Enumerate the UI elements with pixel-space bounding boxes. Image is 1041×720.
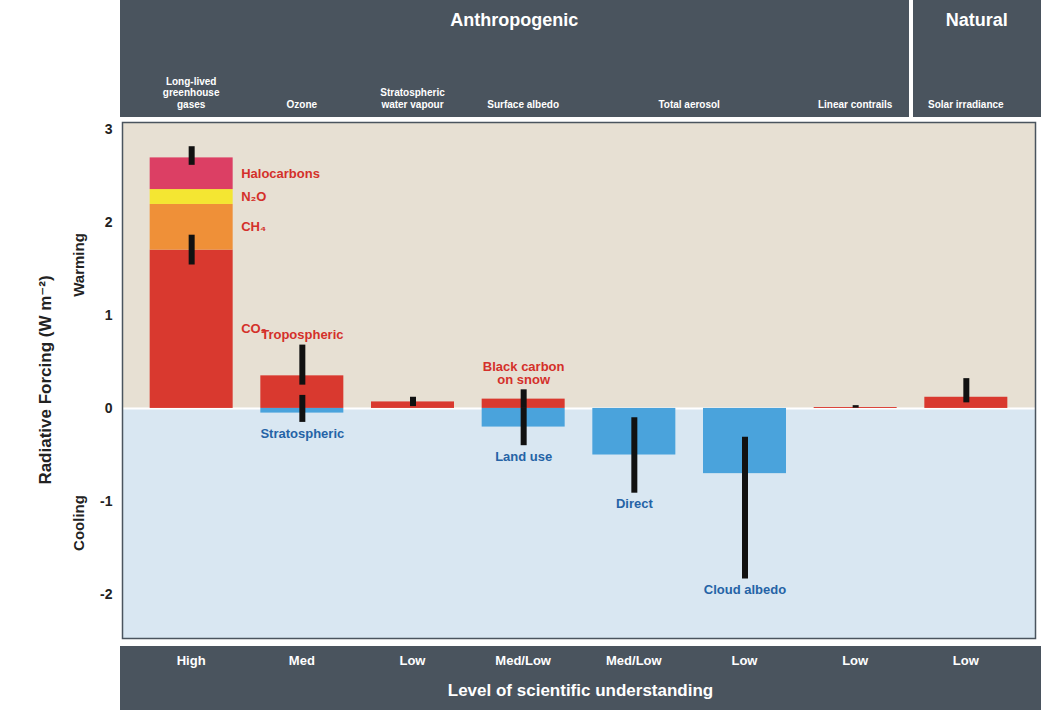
- svg-text:0: 0: [105, 400, 113, 416]
- svg-text:3: 3: [105, 120, 113, 136]
- svg-text:N₂O: N₂O: [241, 189, 266, 204]
- svg-text:CO₂: CO₂: [241, 321, 267, 337]
- html-text:Med/Low: Med/Low: [606, 653, 662, 668]
- html-text:Anthropogenic: Anthropogenic: [450, 10, 579, 30]
- html-text:Long-lived greenhouse gases: Long-lived greenhouse gases: [162, 75, 220, 110]
- html-text:Ozone: Ozone: [286, 98, 318, 110]
- svg-text:Halocarbons: Halocarbons: [241, 166, 320, 181]
- html-text:Natural: Natural: [945, 10, 1008, 30]
- svg-text:-2: -2: [100, 586, 113, 602]
- html-text:Low: Low: [952, 653, 979, 668]
- svg-text:Direct: Direct: [616, 496, 654, 511]
- html-text:Surface albedo: Surface albedo: [487, 98, 559, 110]
- html-text:Low: Low: [842, 653, 869, 668]
- html-text:Stratospheric water vapour: Stratospheric water vapour: [380, 87, 445, 110]
- svg-text:Black carbonon snow: Black carbonon snow: [483, 359, 565, 387]
- html-text:Solar irradiance: Solar irradiance: [928, 98, 1004, 110]
- html-text:Total aerosol: Total aerosol: [658, 98, 720, 110]
- html-text:Cooling: Cooling: [69, 495, 87, 551]
- html-text:Radiative Forcing (W m⁻²): Radiative Forcing (W m⁻²): [35, 275, 55, 485]
- svg-text:Tropospheric: Tropospheric: [261, 327, 343, 342]
- svg-text:Land use: Land use: [495, 449, 552, 464]
- svg-text:Cloud albedo: Cloud albedo: [704, 582, 786, 597]
- html-text:Level of scientific understand: Level of scientific understanding: [447, 681, 714, 700]
- svg-text:CH₄: CH₄: [241, 219, 266, 234]
- svg-text:1: 1: [105, 307, 113, 323]
- html-text:High: High: [176, 653, 206, 668]
- html-text:Linear contrails: Linear contrails: [817, 98, 893, 110]
- svg-text:2: 2: [105, 214, 113, 230]
- svg-text:Stratospheric: Stratospheric: [260, 426, 344, 441]
- html-text:Med/Low: Med/Low: [495, 653, 551, 668]
- html-text:Warming: Warming: [69, 233, 87, 297]
- html-text:Low: Low: [731, 653, 758, 668]
- svg-text:-1: -1: [100, 493, 113, 509]
- html-text:Med: Med: [288, 653, 315, 668]
- html-text:Low: Low: [399, 653, 426, 668]
